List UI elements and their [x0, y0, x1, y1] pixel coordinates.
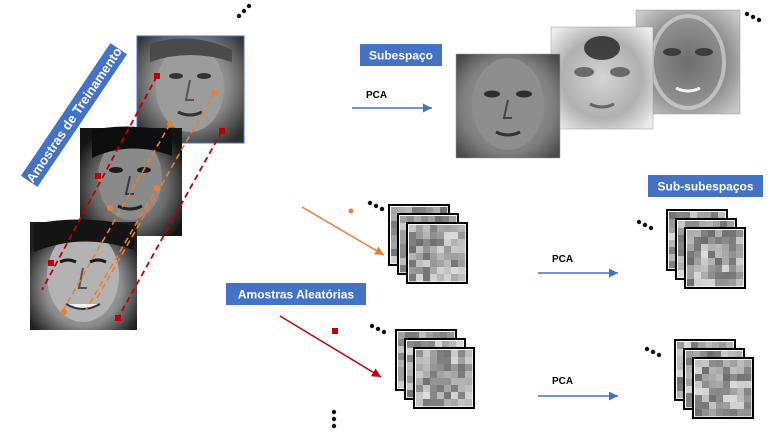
random-patch [413, 347, 475, 409]
pca-label-mid: PCA [552, 254, 573, 265]
random-patch [692, 357, 754, 419]
training-face-1 [136, 35, 245, 144]
ellipsis-icon [331, 409, 337, 429]
ellipsis-icon [644, 346, 662, 358]
random-samples-label: Amostras Aleatórias [238, 288, 355, 302]
random-sample-arrow-red [279, 315, 382, 378]
eigenface-1 [455, 53, 561, 159]
ellipsis-icon [367, 200, 385, 212]
sub-subspaces-tag: Sub-subespaços [648, 175, 763, 197]
training-face-2 [80, 126, 182, 236]
random-sample-point-red [332, 328, 338, 334]
ellipsis-icon [744, 11, 762, 23]
training-sample-points [48, 73, 225, 321]
random-patch [406, 222, 468, 284]
sub-subspaces-label: Sub-subespaços [657, 180, 753, 194]
subspace-tag: Subespaço [360, 44, 442, 66]
pca-label-top: PCA [366, 90, 387, 101]
ellipsis-icon [236, 3, 252, 19]
ellipsis-icon [369, 323, 387, 335]
random-sample-arrow-orange [301, 206, 385, 256]
random-patch-stacks [388, 204, 754, 419]
random-samples-tag: Amostras Aleatórias [226, 283, 366, 305]
subspace-label: Subespaço [369, 49, 433, 63]
pca-label-bottom: PCA [552, 376, 573, 387]
ellipsis-icon [636, 219, 654, 231]
random-sample-point-orange [348, 208, 354, 214]
random-patch [684, 227, 746, 289]
eigenface-3 [635, 9, 741, 115]
training-sample-lines [41, 75, 223, 319]
eigenface-2 [550, 26, 654, 130]
